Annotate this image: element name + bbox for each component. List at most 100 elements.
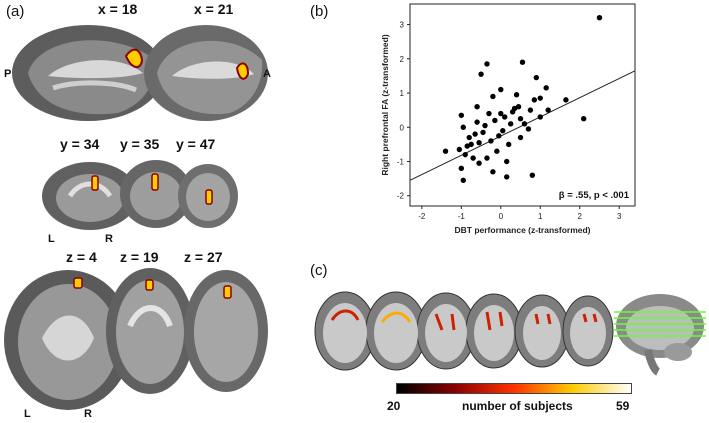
scatter-point-4 <box>543 85 549 91</box>
scatter-point-36 <box>476 139 482 146</box>
sagittal-reference-brain <box>614 294 706 376</box>
x-tick-label: 0 <box>499 212 504 221</box>
axial-label-1: z = 4 <box>66 249 97 265</box>
axial-slice-3 <box>184 270 268 392</box>
coronal-side-left: L <box>48 233 55 245</box>
panel-a-label: (a) <box>6 3 25 20</box>
coronal-slice-1 <box>42 162 138 230</box>
scatter-chart: -2 -1 0 1 2 3 -2 -1 0 1 2 3 β = .55, p < .001 DBT … <box>380 3 636 235</box>
scatter-point-43 <box>464 143 470 149</box>
scatter-point-17 <box>507 121 514 127</box>
scatter-point-40 <box>470 155 476 161</box>
scatter-point-44 <box>462 151 468 158</box>
coronal-slice-2 <box>120 160 192 228</box>
stat-annotation: β = .55, p < .001 <box>559 190 630 201</box>
colorbar-max-label: 59 <box>616 399 630 413</box>
coronal-side-right: R <box>105 233 113 245</box>
scatter-point-16 <box>509 109 516 115</box>
scatter-point-30 <box>486 110 492 117</box>
sagittal-label-2: x = 21 <box>194 1 234 17</box>
panel-b-label: (b) <box>310 3 329 20</box>
scatter-point-5 <box>537 95 543 101</box>
axial-label-3: z = 27 <box>184 249 223 265</box>
scatter-point-19 <box>504 158 510 165</box>
x-tick-label: 2 <box>578 212 583 221</box>
scatter-point-24 <box>496 133 502 139</box>
axial-side-left: L <box>24 408 31 420</box>
sagittal-slice-2 <box>144 25 268 121</box>
coronal-label-1: y = 34 <box>60 136 100 152</box>
scatter-point-55 <box>525 126 532 132</box>
scatter-point-8 <box>531 97 538 103</box>
scatter-point-18 <box>505 141 512 148</box>
scatter-point-6 <box>537 114 543 120</box>
coronal-slice-3 <box>178 164 238 228</box>
sagittal-side-left: P <box>4 68 12 80</box>
axial-slice-2 <box>106 268 194 394</box>
y-tick-label: 1 <box>400 89 405 98</box>
scatter-point-42 <box>466 134 472 141</box>
scatter-point-50 <box>442 148 449 154</box>
scatter-point-28 <box>490 169 496 175</box>
colorbar-title: number of subjects <box>462 399 573 413</box>
scatter-point-3 <box>545 107 551 113</box>
axial-label-2: z = 19 <box>120 249 159 265</box>
scatter-point-7 <box>533 74 540 81</box>
panel-c-label: (c) <box>310 262 328 279</box>
scatter-point-37 <box>474 104 480 110</box>
scatter-point-11 <box>519 59 526 65</box>
scatter-point-22 <box>498 86 504 93</box>
scatter-point-13 <box>517 134 524 141</box>
scatter-point-54 <box>513 92 520 98</box>
scatter-point-2 <box>563 97 569 103</box>
scatter-point-10 <box>521 121 528 127</box>
sagittal-label-1: x = 18 <box>98 1 138 17</box>
coronal-label-3: y = 47 <box>176 136 216 152</box>
x-axis-label: DBT performance (z-transformed) <box>454 225 590 235</box>
scatter-point-51 <box>504 174 510 180</box>
scatter-point-38 <box>474 119 480 125</box>
scatter-point-12 <box>517 115 524 122</box>
axial-slice-1 <box>4 270 132 410</box>
y-axis-label: Right prefrontal FA (z-transformed) <box>380 34 390 176</box>
scatter-point-49 <box>456 146 463 153</box>
y-tick-label: -1 <box>397 157 405 166</box>
coronal-label-2: y = 35 <box>120 136 160 152</box>
scatter-point-45 <box>460 124 466 130</box>
axial-overlap-slices <box>314 291 614 371</box>
y-tick-label: 2 <box>400 55 405 64</box>
sagittal-side-right: A <box>263 68 271 80</box>
y-tick-label: 0 <box>400 123 405 132</box>
scatter-point-1 <box>580 115 587 122</box>
scatter-point-33 <box>482 122 488 129</box>
scatter-point-47 <box>458 112 465 118</box>
scatter-point-53 <box>476 160 482 166</box>
scatter-point-9 <box>527 107 534 113</box>
scatter-point-27 <box>490 93 496 100</box>
axial-side-right: R <box>84 408 92 420</box>
plot-frame <box>409 3 636 207</box>
scatter-point-35 <box>478 71 484 77</box>
x-tick-label: 3 <box>617 212 622 221</box>
scatter-point-32 <box>484 155 490 161</box>
scatter-point-26 <box>492 117 498 124</box>
scatter-point-0 <box>596 14 603 21</box>
sagittal-slice-1 <box>12 25 164 121</box>
scatter-point-29 <box>488 138 494 144</box>
colorbar-min-label: 20 <box>387 399 401 413</box>
y-tick-label: 3 <box>400 21 405 30</box>
scatter-point-25 <box>494 148 500 154</box>
scatter-point-39 <box>472 131 478 137</box>
scatter-point-34 <box>480 129 486 136</box>
scatter-point-46 <box>460 177 466 184</box>
scatter-point-31 <box>484 61 490 67</box>
x-tick-label: 1 <box>538 212 543 221</box>
x-tick-label: -2 <box>418 212 426 221</box>
scatter-point-23 <box>498 110 504 117</box>
x-tick-label: -1 <box>458 212 466 221</box>
scatter-point-21 <box>500 127 506 134</box>
scatter-point-20 <box>502 114 508 120</box>
y-tick-label: -2 <box>397 192 405 201</box>
colorbar <box>396 383 632 394</box>
scatter-point-52 <box>529 172 536 178</box>
